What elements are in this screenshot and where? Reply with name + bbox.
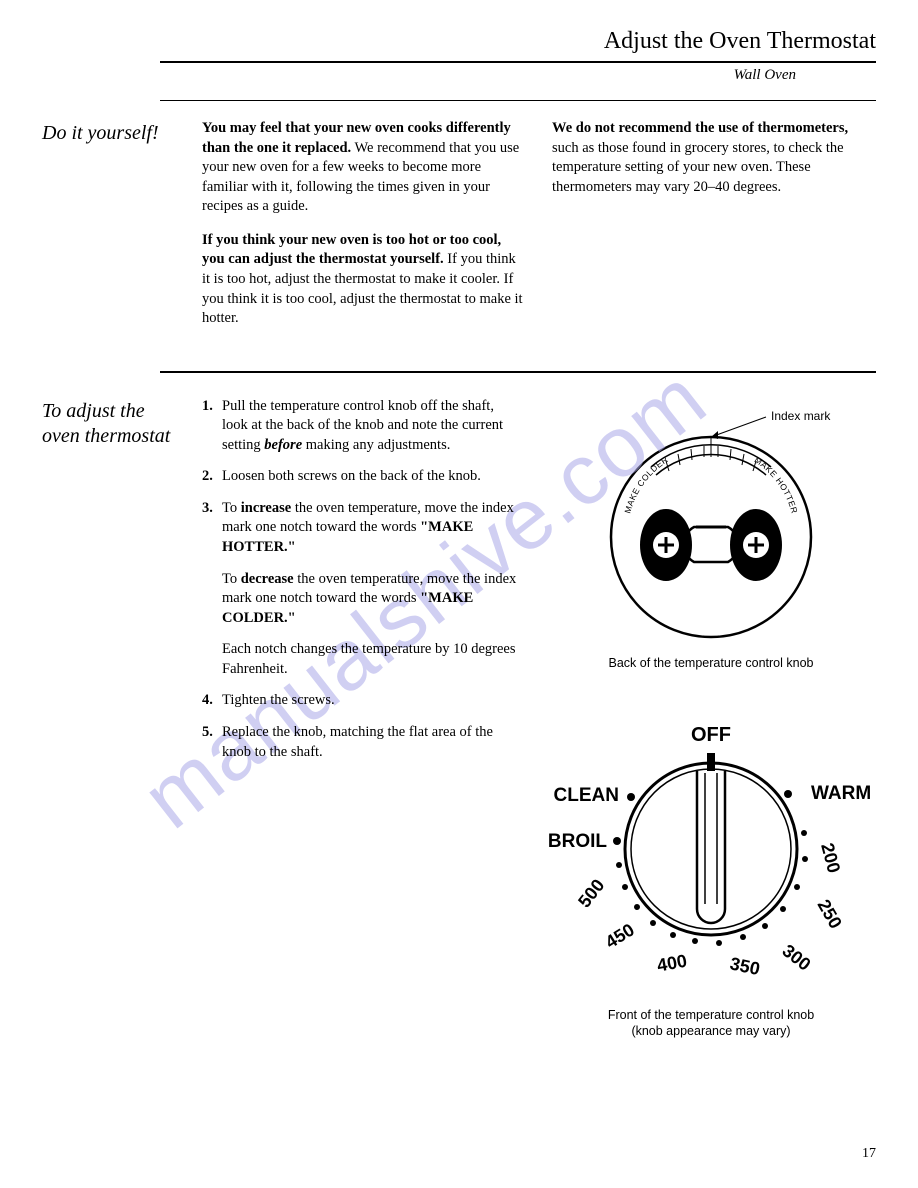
knob-front-diagram: OFF WARM 200 250 300 — [546, 699, 876, 999]
figures-column: Index mark — [546, 397, 876, 1040]
margin-heading-1: Do it yourself! — [42, 119, 182, 343]
svg-text:CLEAN: CLEAN — [554, 785, 619, 806]
section-rule-2 — [160, 371, 876, 373]
page-subtitle: Wall Oven — [160, 67, 876, 84]
svg-text:MAKE COLDER: MAKE COLDER — [622, 454, 670, 514]
index-mark-label: Index mark — [771, 409, 831, 423]
page-title: Adjust the Oven Thermostat — [160, 28, 876, 55]
svg-text:200: 200 — [817, 841, 844, 875]
steps-list: Pull the temperature control knob off th… — [202, 397, 520, 762]
s1-c2-p1-bold: We do not recommend the use of thermomet… — [552, 120, 848, 136]
s1-c2-p1: We do not recommend the use of thermomet… — [552, 119, 876, 197]
page-number: 17 — [862, 1146, 876, 1162]
svg-text:250: 250 — [814, 896, 846, 932]
svg-text:400: 400 — [655, 951, 688, 976]
section1-col1: You may feel that your new oven cooks di… — [202, 119, 526, 343]
svg-text:BROIL: BROIL — [548, 831, 608, 852]
svg-text:500: 500 — [574, 875, 608, 911]
s1-p1: You may feel that your new oven cooks di… — [202, 119, 526, 217]
svg-text:OFF: OFF — [691, 724, 731, 746]
step-3-sub1: To decrease the oven temperature, move t… — [222, 570, 520, 629]
svg-text:MAKE HOTTER: MAKE HOTTER — [753, 454, 800, 514]
page-header: Adjust the Oven Thermostat Wall Oven — [160, 28, 876, 84]
step-1: Pull the temperature control knob off th… — [202, 397, 520, 456]
margin-heading-2: To adjust the oven thermostat — [42, 397, 182, 1040]
step-5: Replace the knob, matching the flat area… — [202, 723, 520, 762]
section-do-it-yourself: Do it yourself! You may feel that your n… — [42, 119, 876, 343]
section2-steps-col: Pull the temperature control knob off th… — [202, 397, 520, 1040]
svg-text:450: 450 — [602, 919, 638, 952]
s1-c2-p1-rest: such as those found in grocery stores, t… — [552, 140, 844, 195]
section2-content: Pull the temperature control knob off th… — [202, 397, 876, 1040]
section1-content: You may feel that your new oven cooks di… — [202, 119, 876, 343]
title-rule — [160, 61, 876, 63]
fig1-caption: Back of the temperature control knob — [609, 655, 814, 671]
step-3-sub2: Each notch changes the temperature by 10… — [222, 640, 520, 679]
step-2: Loosen both screws on the back of the kn… — [202, 467, 520, 487]
fig2-caption: Front of the temperature control knob (k… — [608, 1007, 814, 1040]
step-4: Tighten the screws. — [202, 691, 520, 711]
section-adjust-thermostat: To adjust the oven thermostat Pull the t… — [42, 397, 876, 1040]
svg-text:WARM: WARM — [811, 783, 871, 804]
step-3: To increase the oven temperature, move t… — [202, 499, 520, 680]
knob-back-diagram: Index mark — [566, 397, 856, 647]
s1-p2: If you think your new oven is too hot or… — [202, 231, 526, 329]
svg-text:300: 300 — [779, 940, 815, 974]
svg-text:350: 350 — [728, 953, 762, 979]
section1-col2: We do not recommend the use of thermomet… — [552, 119, 876, 343]
section-rule-1 — [160, 100, 876, 101]
